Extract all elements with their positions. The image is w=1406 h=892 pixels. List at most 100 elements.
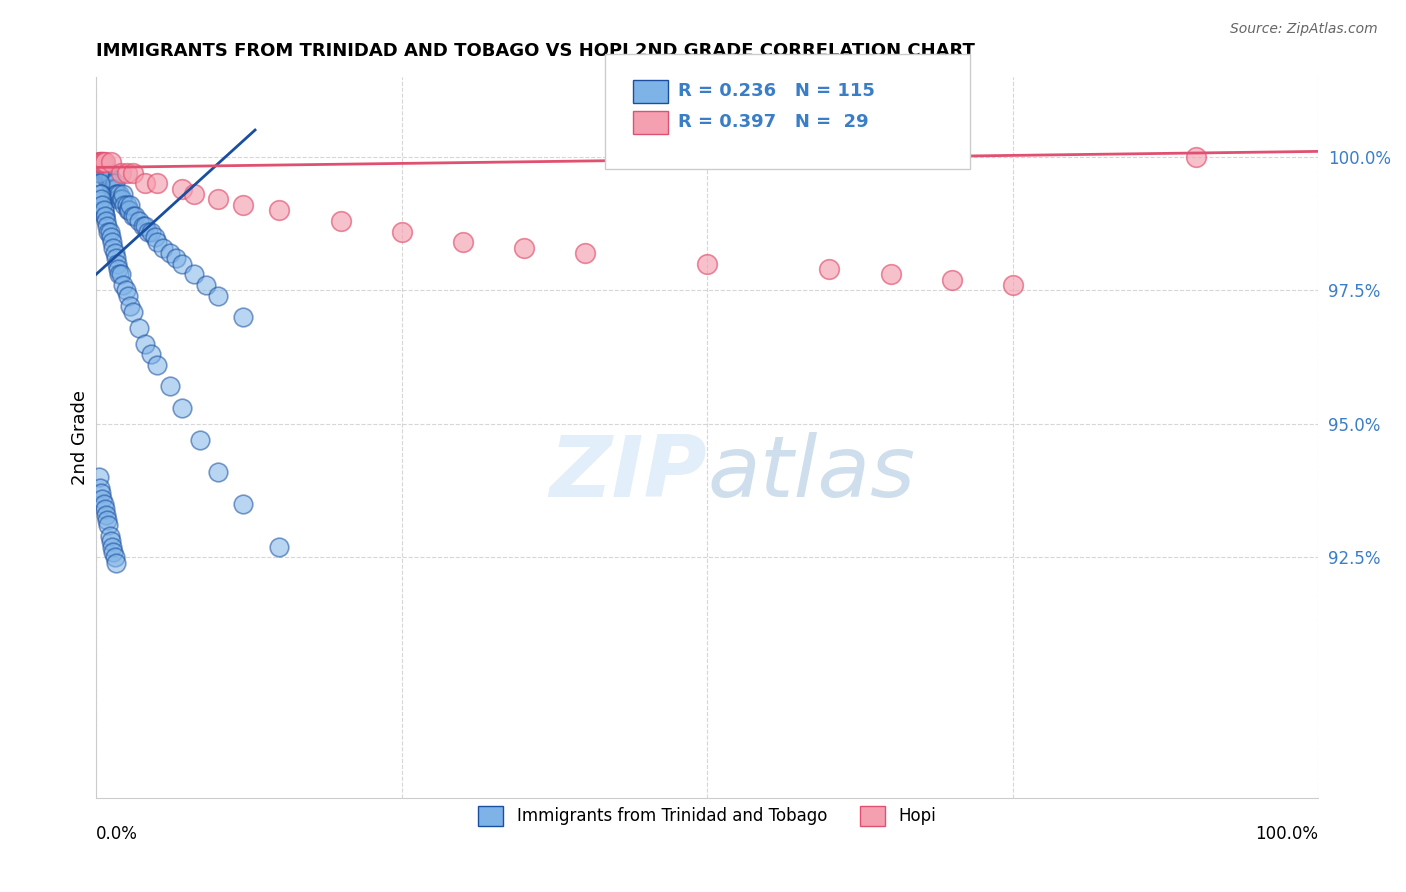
Point xyxy=(91,161,114,175)
Point xyxy=(98,177,121,191)
Point xyxy=(134,219,156,234)
Point xyxy=(141,225,163,239)
Point xyxy=(89,161,111,175)
Point xyxy=(87,166,110,180)
Point xyxy=(108,187,131,202)
Point xyxy=(146,358,169,372)
Point xyxy=(105,257,128,271)
Point xyxy=(87,155,110,169)
Point xyxy=(696,257,718,271)
Point xyxy=(97,171,120,186)
Point xyxy=(232,198,254,212)
Point xyxy=(96,166,118,180)
Point xyxy=(110,267,132,281)
Point xyxy=(98,225,121,239)
Point xyxy=(110,193,132,207)
Point xyxy=(90,187,112,202)
Point xyxy=(112,198,135,212)
Point xyxy=(90,486,112,500)
Point xyxy=(574,246,596,260)
Point xyxy=(124,209,146,223)
Point xyxy=(329,214,352,228)
Point xyxy=(941,272,963,286)
Point xyxy=(879,267,901,281)
Point xyxy=(103,545,125,559)
Point xyxy=(101,182,124,196)
Point xyxy=(97,166,120,180)
Point xyxy=(121,209,143,223)
Point xyxy=(146,235,169,250)
Point xyxy=(107,193,129,207)
Point xyxy=(93,203,115,218)
Point xyxy=(105,187,128,202)
Point xyxy=(128,214,150,228)
Point xyxy=(183,267,205,281)
Point xyxy=(451,235,474,250)
Point xyxy=(93,166,115,180)
Point xyxy=(1185,150,1208,164)
Point xyxy=(91,198,114,212)
Point xyxy=(93,155,115,169)
Point xyxy=(100,155,122,169)
Point xyxy=(93,166,115,180)
Point xyxy=(269,540,291,554)
Point xyxy=(143,230,166,244)
Point xyxy=(110,166,132,180)
Point xyxy=(120,299,142,313)
Point xyxy=(93,203,115,218)
Point xyxy=(94,166,117,180)
Point xyxy=(232,310,254,324)
Point xyxy=(90,193,112,207)
Point xyxy=(103,182,125,196)
Point xyxy=(93,161,115,175)
Text: Source: ZipAtlas.com: Source: ZipAtlas.com xyxy=(1230,22,1378,37)
Point xyxy=(114,283,136,297)
Point xyxy=(136,225,159,239)
Point xyxy=(115,166,138,180)
Point xyxy=(103,177,125,191)
Point xyxy=(112,187,135,202)
Point xyxy=(93,161,115,175)
Point xyxy=(108,267,131,281)
Point xyxy=(96,171,118,186)
Point xyxy=(128,320,150,334)
Point xyxy=(207,193,229,207)
Point xyxy=(269,203,291,218)
Point xyxy=(91,198,114,212)
Point xyxy=(101,540,124,554)
Point xyxy=(134,336,156,351)
Point xyxy=(152,241,174,255)
Point xyxy=(195,277,218,292)
Text: R = 0.236   N = 115: R = 0.236 N = 115 xyxy=(678,82,875,100)
Point xyxy=(96,219,118,234)
Point xyxy=(90,155,112,169)
Point xyxy=(159,246,181,260)
Point xyxy=(121,166,143,180)
Point xyxy=(104,252,127,266)
Point xyxy=(96,513,118,527)
Point xyxy=(97,171,120,186)
Text: 0.0%: 0.0% xyxy=(96,824,138,843)
Point xyxy=(93,209,115,223)
Text: ZIP: ZIP xyxy=(550,432,707,515)
Point xyxy=(141,347,163,361)
Point xyxy=(87,155,110,169)
Point xyxy=(91,491,114,506)
Point xyxy=(90,155,112,169)
Point xyxy=(1001,277,1024,292)
Point xyxy=(93,209,115,223)
Point xyxy=(101,235,124,250)
Point xyxy=(111,193,134,207)
Point xyxy=(170,401,193,415)
Point xyxy=(93,497,115,511)
Point xyxy=(97,225,120,239)
Point xyxy=(89,155,111,169)
Point xyxy=(91,155,114,169)
Point xyxy=(121,304,143,318)
Point xyxy=(103,550,125,565)
Text: 100.0%: 100.0% xyxy=(1256,824,1319,843)
Point xyxy=(94,171,117,186)
Point xyxy=(94,508,117,522)
Point xyxy=(93,166,115,180)
Point xyxy=(513,241,536,255)
